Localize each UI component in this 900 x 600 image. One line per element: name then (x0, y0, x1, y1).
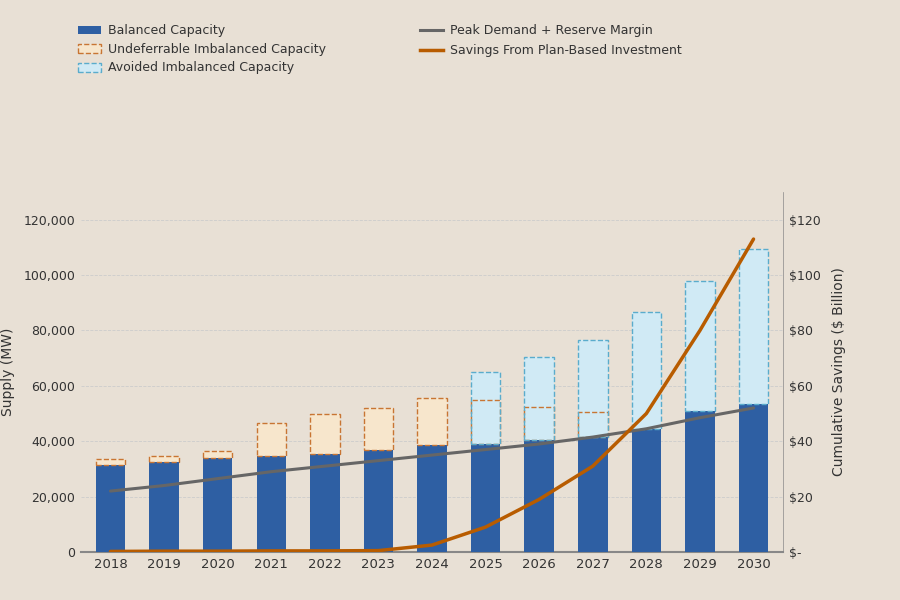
Bar (471, 372, 500, 444)
Bar (685, 281, 715, 411)
Bar (739, 249, 769, 404)
Bar (202, 458, 232, 552)
Bar (632, 429, 662, 552)
Bar (256, 423, 286, 457)
Bar (578, 412, 608, 437)
Bar (739, 249, 769, 404)
Bar (685, 281, 715, 411)
Bar (578, 340, 608, 437)
Bar (202, 451, 232, 458)
Bar (739, 404, 769, 552)
Bar (364, 449, 393, 552)
Bar (525, 357, 554, 440)
Bar (525, 407, 554, 440)
Bar (364, 408, 393, 449)
Bar (149, 457, 179, 462)
Bar (95, 459, 125, 465)
Bar (471, 400, 500, 444)
Bar (471, 444, 500, 552)
Bar (578, 340, 608, 437)
Bar (418, 445, 446, 552)
Legend: Peak Demand + Reserve Margin, Savings From Plan-Based Investment: Peak Demand + Reserve Margin, Savings Fr… (420, 24, 682, 57)
Bar (310, 413, 339, 454)
Y-axis label: Supply (MW): Supply (MW) (1, 328, 15, 416)
Bar (685, 411, 715, 552)
Bar (525, 407, 554, 440)
Bar (95, 465, 125, 552)
Bar (149, 457, 179, 462)
Bar (95, 459, 125, 465)
Bar (578, 412, 608, 437)
Bar (471, 372, 500, 444)
Legend: Balanced Capacity, Undeferrable Imbalanced Capacity, Avoided Imbalanced Capacity: Balanced Capacity, Undeferrable Imbalanc… (78, 24, 326, 74)
Y-axis label: Cumulative Savings ($ Billion): Cumulative Savings ($ Billion) (832, 268, 845, 476)
Bar (310, 413, 339, 454)
Bar (578, 437, 608, 552)
Bar (632, 313, 662, 429)
Bar (364, 408, 393, 449)
Bar (149, 462, 179, 552)
Bar (310, 454, 339, 552)
Bar (418, 398, 446, 445)
Bar (632, 313, 662, 429)
Bar (202, 451, 232, 458)
Bar (256, 423, 286, 457)
Bar (418, 398, 446, 445)
Bar (471, 400, 500, 444)
Bar (525, 440, 554, 552)
Bar (256, 457, 286, 552)
Bar (525, 357, 554, 440)
